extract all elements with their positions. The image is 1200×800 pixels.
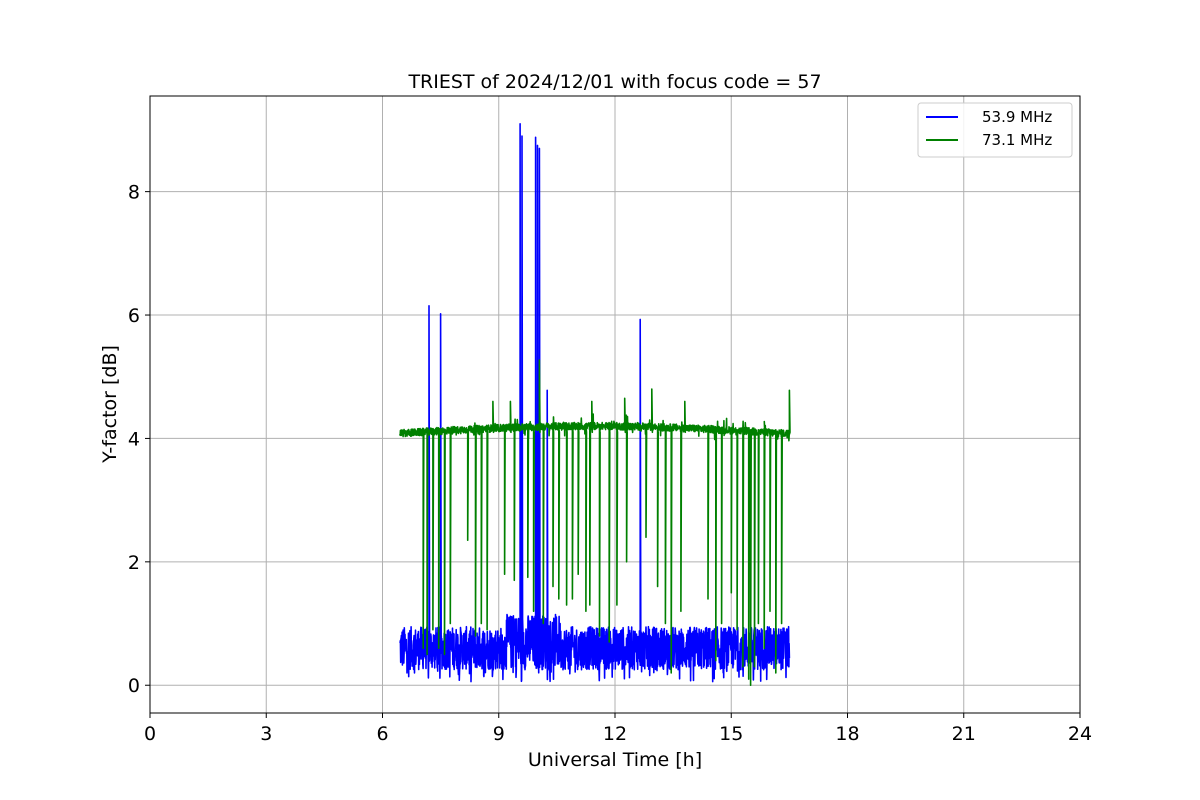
x-tick-label: 9 [493, 723, 505, 745]
x-tick-label: 6 [376, 723, 388, 745]
legend-label-53-9-mhz: 53.9 MHz [982, 108, 1052, 126]
x-tick-label: 18 [835, 723, 859, 745]
series-line-53-9-mhz [399, 123, 791, 683]
y-tick-label: 8 [128, 182, 140, 204]
series-line-73-1-mhz [399, 359, 791, 686]
y-tick-label: 6 [128, 305, 140, 327]
series-layer [399, 123, 791, 686]
legend-label-73-1-mhz: 73.1 MHz [982, 131, 1052, 149]
x-tick-label: 24 [1068, 723, 1092, 745]
x-tick-label: 0 [144, 723, 156, 745]
y-tick-label: 2 [128, 552, 140, 574]
x-tick-label: 12 [603, 723, 627, 745]
x-tick-label: 15 [719, 723, 743, 745]
chart-title: TRIEST of 2024/12/01 with focus code = 5… [407, 71, 821, 93]
x-tick-label: 21 [952, 723, 976, 745]
legend: 53.9 MHz 73.1 MHz [917, 102, 1073, 158]
x-tick-label: 3 [260, 723, 272, 745]
y-axis: 0 2 4 6 8 [128, 182, 150, 697]
x-axis-label: Universal Time [h] [528, 749, 702, 771]
plot-area [149, 95, 1081, 714]
x-axis: 0 3 6 9 12 15 18 21 24 [144, 713, 1092, 745]
y-axis-label: Y-factor [dB] [99, 345, 121, 464]
y-tick-label: 0 [128, 675, 140, 697]
y-tick-label: 4 [128, 428, 140, 450]
